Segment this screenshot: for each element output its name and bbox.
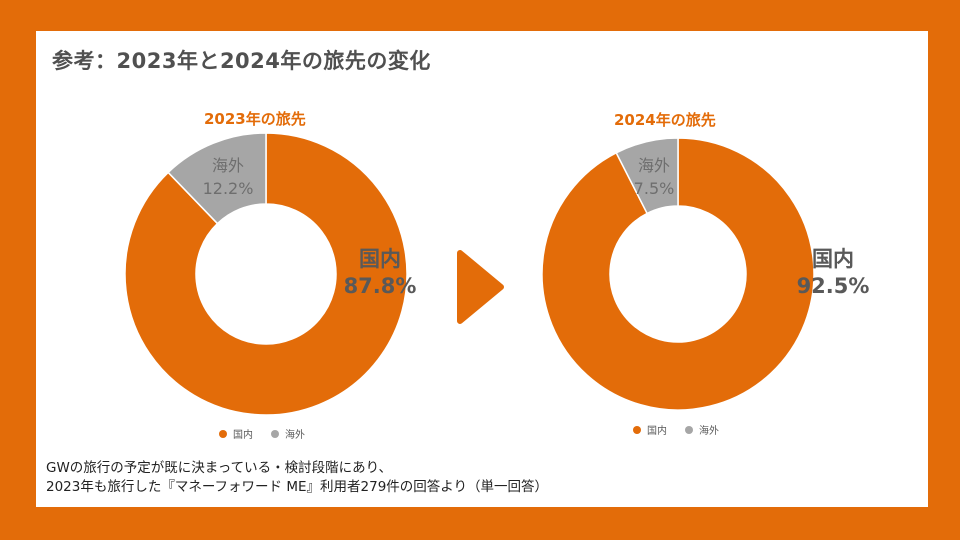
legend-dot-icon	[633, 425, 641, 434]
footnote-line-1: GWの旅行の予定が既に決まっている・検討段階にあり、	[46, 460, 393, 476]
chart-2023-title: 2023年の旅先	[204, 110, 306, 128]
legend-entry-domestic: 国内	[219, 426, 253, 441]
legend-dot-icon	[685, 425, 693, 434]
legend-entry-domestic: 国内	[633, 422, 667, 437]
donut-2024: 国内 92.5% 海外 7.5%	[541, 137, 870, 411]
slide-panel: 参考：2023年と2024年の旅先の変化 2023年の旅先 2024年の旅先 国…	[36, 31, 928, 507]
legend-2023: 国内 海外	[219, 426, 323, 441]
legend-label: 国内	[233, 430, 253, 441]
slice-value-overseas: 12.2%	[203, 179, 254, 198]
slice-domestic	[541, 137, 815, 411]
legend-2024: 国内 海外	[633, 422, 737, 437]
chart-2024-title: 2024年の旅先	[614, 111, 716, 129]
slice-label-domestic: 国内	[812, 247, 854, 271]
footnote: GWの旅行の予定が既に決まっている・検討段階にあり、 2023年も旅行した『マネ…	[46, 459, 548, 497]
slice-value-domestic: 92.5%	[797, 274, 870, 298]
legend-dot-icon	[219, 429, 227, 438]
slice-label-overseas: 海外	[638, 156, 670, 175]
slice-overseas	[167, 132, 267, 225]
slice-domestic	[124, 132, 408, 416]
page-title: 参考：2023年と2024年の旅先の変化	[52, 49, 431, 73]
arrow-right-icon	[457, 250, 504, 324]
footnote-line-2: 2023年も旅行した『マネーフォワード ME』利用者279件の回答より（単一回答…	[46, 479, 549, 495]
slice-value-overseas: 7.5%	[634, 179, 675, 198]
legend-entry-overseas: 海外	[685, 422, 719, 437]
legend-entry-overseas: 海外	[271, 426, 305, 441]
legend-label: 国内	[647, 426, 667, 437]
donut-charts: 国内 87.8% 海外 12.2% 国内 92.5% 海外 7.5%	[124, 132, 870, 416]
donut-2023: 国内 87.8% 海外 12.2%	[124, 132, 417, 416]
legend-dot-icon	[271, 429, 279, 438]
legend-label: 海外	[699, 426, 719, 437]
slice-overseas	[615, 137, 679, 215]
slice-value-domestic: 87.8%	[344, 274, 417, 298]
slice-label-overseas: 海外	[212, 156, 244, 175]
slice-label-domestic: 国内	[359, 247, 401, 271]
legend-label: 海外	[285, 430, 305, 441]
